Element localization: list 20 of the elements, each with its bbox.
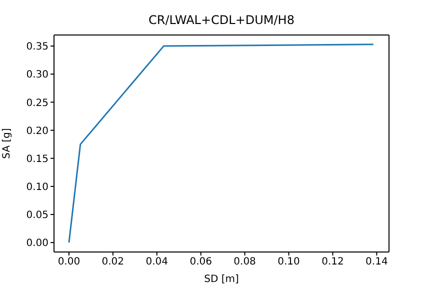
x-tick-label: 0.12: [322, 256, 344, 268]
x-tick-label: 0.14: [366, 256, 388, 268]
y-tick-label: 0.25: [26, 98, 48, 109]
x-axis-title: SD [m]: [204, 274, 239, 285]
x-tick-label: 0.08: [234, 256, 256, 268]
y-tick-label: 0.35: [26, 42, 48, 53]
x-tick-label: 0.06: [190, 256, 212, 268]
y-axis-title: SA [g]: [2, 128, 13, 159]
y-tick-label: 0.00: [26, 238, 48, 250]
x-tick-label: 0.02: [102, 256, 124, 268]
chart-title: CR/LWAL+CDL+DUM/H8: [148, 13, 296, 27]
y-tick-label: 0.15: [26, 154, 48, 165]
x-tick-label: 0.00: [58, 256, 80, 268]
line-series: [68, 44, 374, 244]
x-tick-label: 0.04: [146, 256, 168, 268]
x-tick-label: 0.10: [278, 256, 300, 268]
y-tick-label: 0.20: [26, 126, 48, 137]
y-tick-label: 0.30: [26, 70, 48, 81]
y-tick-label: 0.10: [26, 182, 48, 193]
y-tick-label: 0.05: [26, 210, 48, 222]
